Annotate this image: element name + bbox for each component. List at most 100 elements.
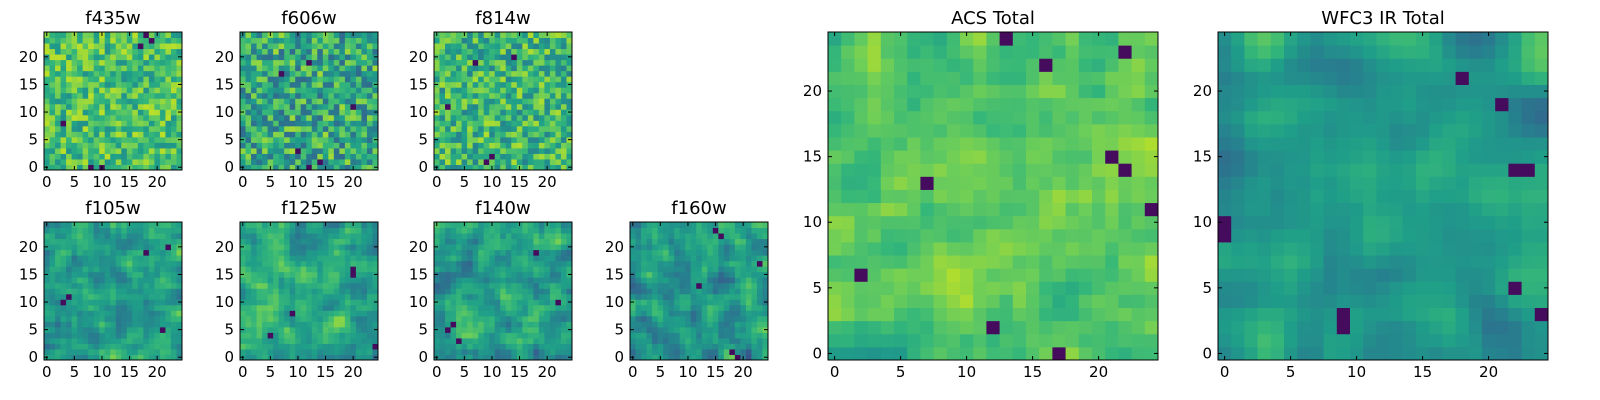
heatmap-cell — [450, 76, 457, 83]
heatmap-cell — [344, 222, 351, 229]
heatmap-cell — [176, 32, 183, 39]
heatmap-cell — [555, 158, 562, 165]
heatmap-cell — [516, 293, 523, 300]
heatmap-cell — [894, 333, 908, 348]
heatmap-cell — [77, 109, 84, 116]
heatmap-cell — [696, 304, 703, 311]
heatmap-cell — [946, 346, 961, 361]
heatmap-cell — [88, 59, 95, 66]
heatmap-cell — [828, 176, 842, 190]
heatmap-cell — [555, 326, 562, 333]
heatmap-cell — [489, 337, 496, 344]
heatmap-cell — [267, 65, 274, 72]
heatmap-cell — [322, 59, 329, 66]
heatmap-cell — [960, 189, 974, 204]
heatmap-cell — [538, 222, 545, 229]
heatmap-cell — [445, 120, 452, 127]
heatmap-cell — [344, 343, 351, 350]
heatmap-cell — [262, 131, 269, 138]
heatmap-cell — [1078, 294, 1093, 309]
heatmap-cell — [489, 158, 496, 165]
heatmap-cell — [339, 222, 346, 229]
heatmap-cell — [328, 348, 335, 355]
heatmap-cell — [907, 333, 921, 348]
heatmap-cell — [560, 87, 567, 94]
heatmap-cell — [505, 266, 512, 273]
heatmap-cell — [121, 260, 128, 267]
heatmap-cell — [718, 304, 725, 311]
heatmap-cell — [685, 310, 692, 317]
heatmap-cell — [350, 98, 357, 105]
heatmap-cell — [538, 103, 545, 110]
heatmap-cell — [115, 249, 122, 256]
heatmap-cell — [549, 164, 556, 171]
heatmap-cell — [159, 125, 166, 132]
heatmap-cell — [522, 142, 529, 149]
heatmap-cell — [472, 37, 479, 44]
heatmap-cell — [511, 277, 518, 284]
heatmap-cell — [339, 332, 346, 339]
heatmap-cell — [450, 98, 457, 105]
heatmap-cell — [240, 332, 247, 339]
heatmap-cell — [467, 227, 474, 234]
heatmap-cell — [538, 354, 545, 361]
heatmap-cell — [880, 176, 895, 190]
heatmap-cell — [148, 343, 155, 350]
heatmap-cell — [679, 282, 686, 289]
heatmap-cell — [685, 343, 692, 350]
heatmap-cell — [311, 348, 318, 355]
heatmap-cell — [494, 142, 501, 149]
heatmap-cell — [555, 87, 562, 94]
heatmap-cell — [165, 92, 172, 99]
heatmap-cell — [641, 233, 648, 240]
heatmap-cell — [311, 299, 318, 306]
heatmap-cell — [920, 255, 935, 269]
heatmap-cell — [93, 43, 100, 50]
heatmap-cell — [751, 343, 758, 350]
heatmap-cell — [154, 81, 161, 88]
heatmap-cell — [456, 131, 463, 138]
heatmap-cell — [522, 354, 529, 361]
heatmap-cell — [946, 150, 961, 164]
heatmap-cell — [154, 136, 161, 143]
heatmap-cell — [450, 238, 457, 245]
heatmap-cell — [1118, 333, 1133, 348]
heatmap-cell — [946, 176, 961, 190]
heatmap-cell — [245, 65, 252, 72]
heatmap-cell — [478, 326, 485, 333]
heatmap-cell — [93, 227, 100, 234]
heatmap-cell — [49, 48, 56, 55]
heatmap-cell — [311, 293, 318, 300]
heatmap-cell — [159, 37, 166, 44]
heatmap-cell — [729, 293, 736, 300]
heatmap-cell — [712, 260, 719, 267]
heatmap-cell — [110, 282, 117, 289]
heatmap-cell — [933, 346, 948, 361]
heatmap-cell — [317, 277, 324, 284]
heatmap-cell — [467, 304, 474, 311]
heatmap-cell — [267, 136, 274, 143]
heatmap-cell — [333, 326, 340, 333]
heatmap-cell — [854, 189, 869, 204]
heatmap-cell — [289, 59, 296, 66]
heatmap-cell — [82, 222, 89, 229]
heatmap-cell — [560, 227, 567, 234]
heatmap-cell — [527, 249, 534, 256]
heatmap-cell — [82, 103, 89, 110]
heatmap-cell — [500, 65, 507, 72]
heatmap-cell — [350, 76, 357, 83]
heatmap-cell — [300, 54, 307, 61]
heatmap-cell — [88, 98, 95, 105]
heatmap-cell — [630, 321, 637, 328]
heatmap-cell — [483, 43, 490, 50]
heatmap-cell — [267, 59, 274, 66]
heatmap-cell — [93, 354, 100, 361]
heatmap-cell — [240, 43, 247, 50]
heatmap-cell — [295, 304, 302, 311]
y-tick-label: 20 — [215, 238, 234, 256]
heatmap-cell — [110, 158, 117, 165]
heatmap-cell — [328, 271, 335, 278]
heatmap-cell — [132, 266, 139, 273]
heatmap-cell — [1012, 189, 1027, 204]
heatmap-cell — [273, 70, 280, 77]
